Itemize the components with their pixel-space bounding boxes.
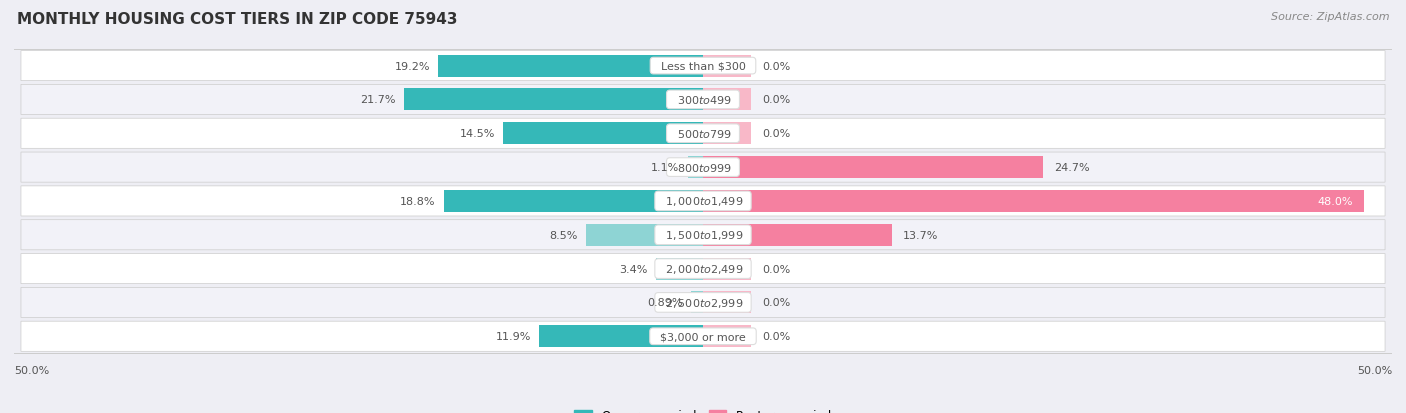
Bar <box>703 292 751 313</box>
Bar <box>703 190 1364 212</box>
Text: $800 to $999: $800 to $999 <box>669 162 737 174</box>
Bar <box>657 258 703 280</box>
Text: 19.2%: 19.2% <box>395 62 430 71</box>
FancyBboxPatch shape <box>21 288 1385 318</box>
Bar <box>690 292 703 313</box>
Text: 24.7%: 24.7% <box>1054 163 1090 173</box>
Text: Source: ZipAtlas.com: Source: ZipAtlas.com <box>1271 12 1389 22</box>
Bar <box>703 123 751 145</box>
FancyBboxPatch shape <box>21 254 1385 284</box>
Text: $1,000 to $1,499: $1,000 to $1,499 <box>658 195 748 208</box>
FancyBboxPatch shape <box>21 51 1385 81</box>
Bar <box>444 190 703 212</box>
FancyBboxPatch shape <box>21 85 1385 115</box>
Text: 18.8%: 18.8% <box>401 197 436 206</box>
Text: 0.0%: 0.0% <box>762 332 790 342</box>
Text: 13.7%: 13.7% <box>903 230 938 240</box>
Bar <box>703 325 751 347</box>
Bar <box>703 55 751 77</box>
Text: 8.5%: 8.5% <box>550 230 578 240</box>
Text: $2,000 to $2,499: $2,000 to $2,499 <box>658 262 748 275</box>
Text: 0.89%: 0.89% <box>647 298 682 308</box>
Bar <box>703 224 891 246</box>
Legend: Owner-occupied, Renter-occupied: Owner-occupied, Renter-occupied <box>569 404 837 413</box>
Text: $300 to $499: $300 to $499 <box>669 94 737 106</box>
Bar <box>439 55 703 77</box>
Bar <box>703 157 1043 179</box>
FancyBboxPatch shape <box>21 153 1385 183</box>
Text: 3.4%: 3.4% <box>620 264 648 274</box>
FancyBboxPatch shape <box>21 119 1385 149</box>
Bar <box>703 89 751 111</box>
Text: $2,500 to $2,999: $2,500 to $2,999 <box>658 296 748 309</box>
Text: 14.5%: 14.5% <box>460 129 495 139</box>
Bar <box>586 224 703 246</box>
Bar <box>538 325 703 347</box>
Text: 11.9%: 11.9% <box>495 332 531 342</box>
FancyBboxPatch shape <box>21 220 1385 250</box>
Text: $1,500 to $1,999: $1,500 to $1,999 <box>658 229 748 242</box>
Text: MONTHLY HOUSING COST TIERS IN ZIP CODE 75943: MONTHLY HOUSING COST TIERS IN ZIP CODE 7… <box>17 12 457 27</box>
Text: $3,000 or more: $3,000 or more <box>654 332 752 342</box>
Text: 21.7%: 21.7% <box>360 95 395 105</box>
Bar <box>703 258 751 280</box>
FancyBboxPatch shape <box>21 321 1385 351</box>
Bar <box>688 157 703 179</box>
Text: 50.0%: 50.0% <box>1357 365 1392 375</box>
FancyBboxPatch shape <box>21 186 1385 216</box>
Text: 0.0%: 0.0% <box>762 298 790 308</box>
Text: Less than $300: Less than $300 <box>654 62 752 71</box>
Bar <box>503 123 703 145</box>
Text: 50.0%: 50.0% <box>14 365 49 375</box>
Text: 0.0%: 0.0% <box>762 264 790 274</box>
Text: $500 to $799: $500 to $799 <box>669 128 737 140</box>
Text: 1.1%: 1.1% <box>651 163 679 173</box>
Text: 0.0%: 0.0% <box>762 129 790 139</box>
Text: 0.0%: 0.0% <box>762 95 790 105</box>
Text: 48.0%: 48.0% <box>1317 197 1354 206</box>
Bar <box>404 89 703 111</box>
Text: 0.0%: 0.0% <box>762 62 790 71</box>
